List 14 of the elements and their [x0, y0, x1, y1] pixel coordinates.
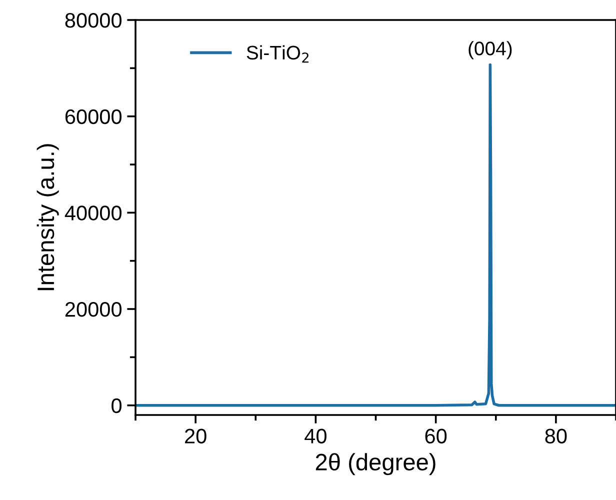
- y-axis-title: Intensity (a.u.): [36, 144, 59, 290]
- y-tick-label: 0: [112, 398, 122, 414]
- line-series: [136, 63, 616, 407]
- y-tick-label: 40000: [64, 206, 122, 220]
- y-tick-label: 20000: [65, 302, 122, 317]
- x-axis-title: 2θ (degree): [316, 453, 436, 476]
- y-tick-label: 60000: [65, 109, 122, 124]
- y-tick-label: 80000: [65, 13, 122, 28]
- legend-label: Si-TiO$_{2}$: [246, 45, 308, 63]
- x-tick-label: 40: [304, 428, 326, 444]
- annotation: (004): [468, 41, 512, 60]
- x-tick-label: 20: [185, 428, 206, 444]
- x-tick-label: 80: [545, 428, 567, 444]
- x-tick-label: 60: [425, 428, 447, 444]
